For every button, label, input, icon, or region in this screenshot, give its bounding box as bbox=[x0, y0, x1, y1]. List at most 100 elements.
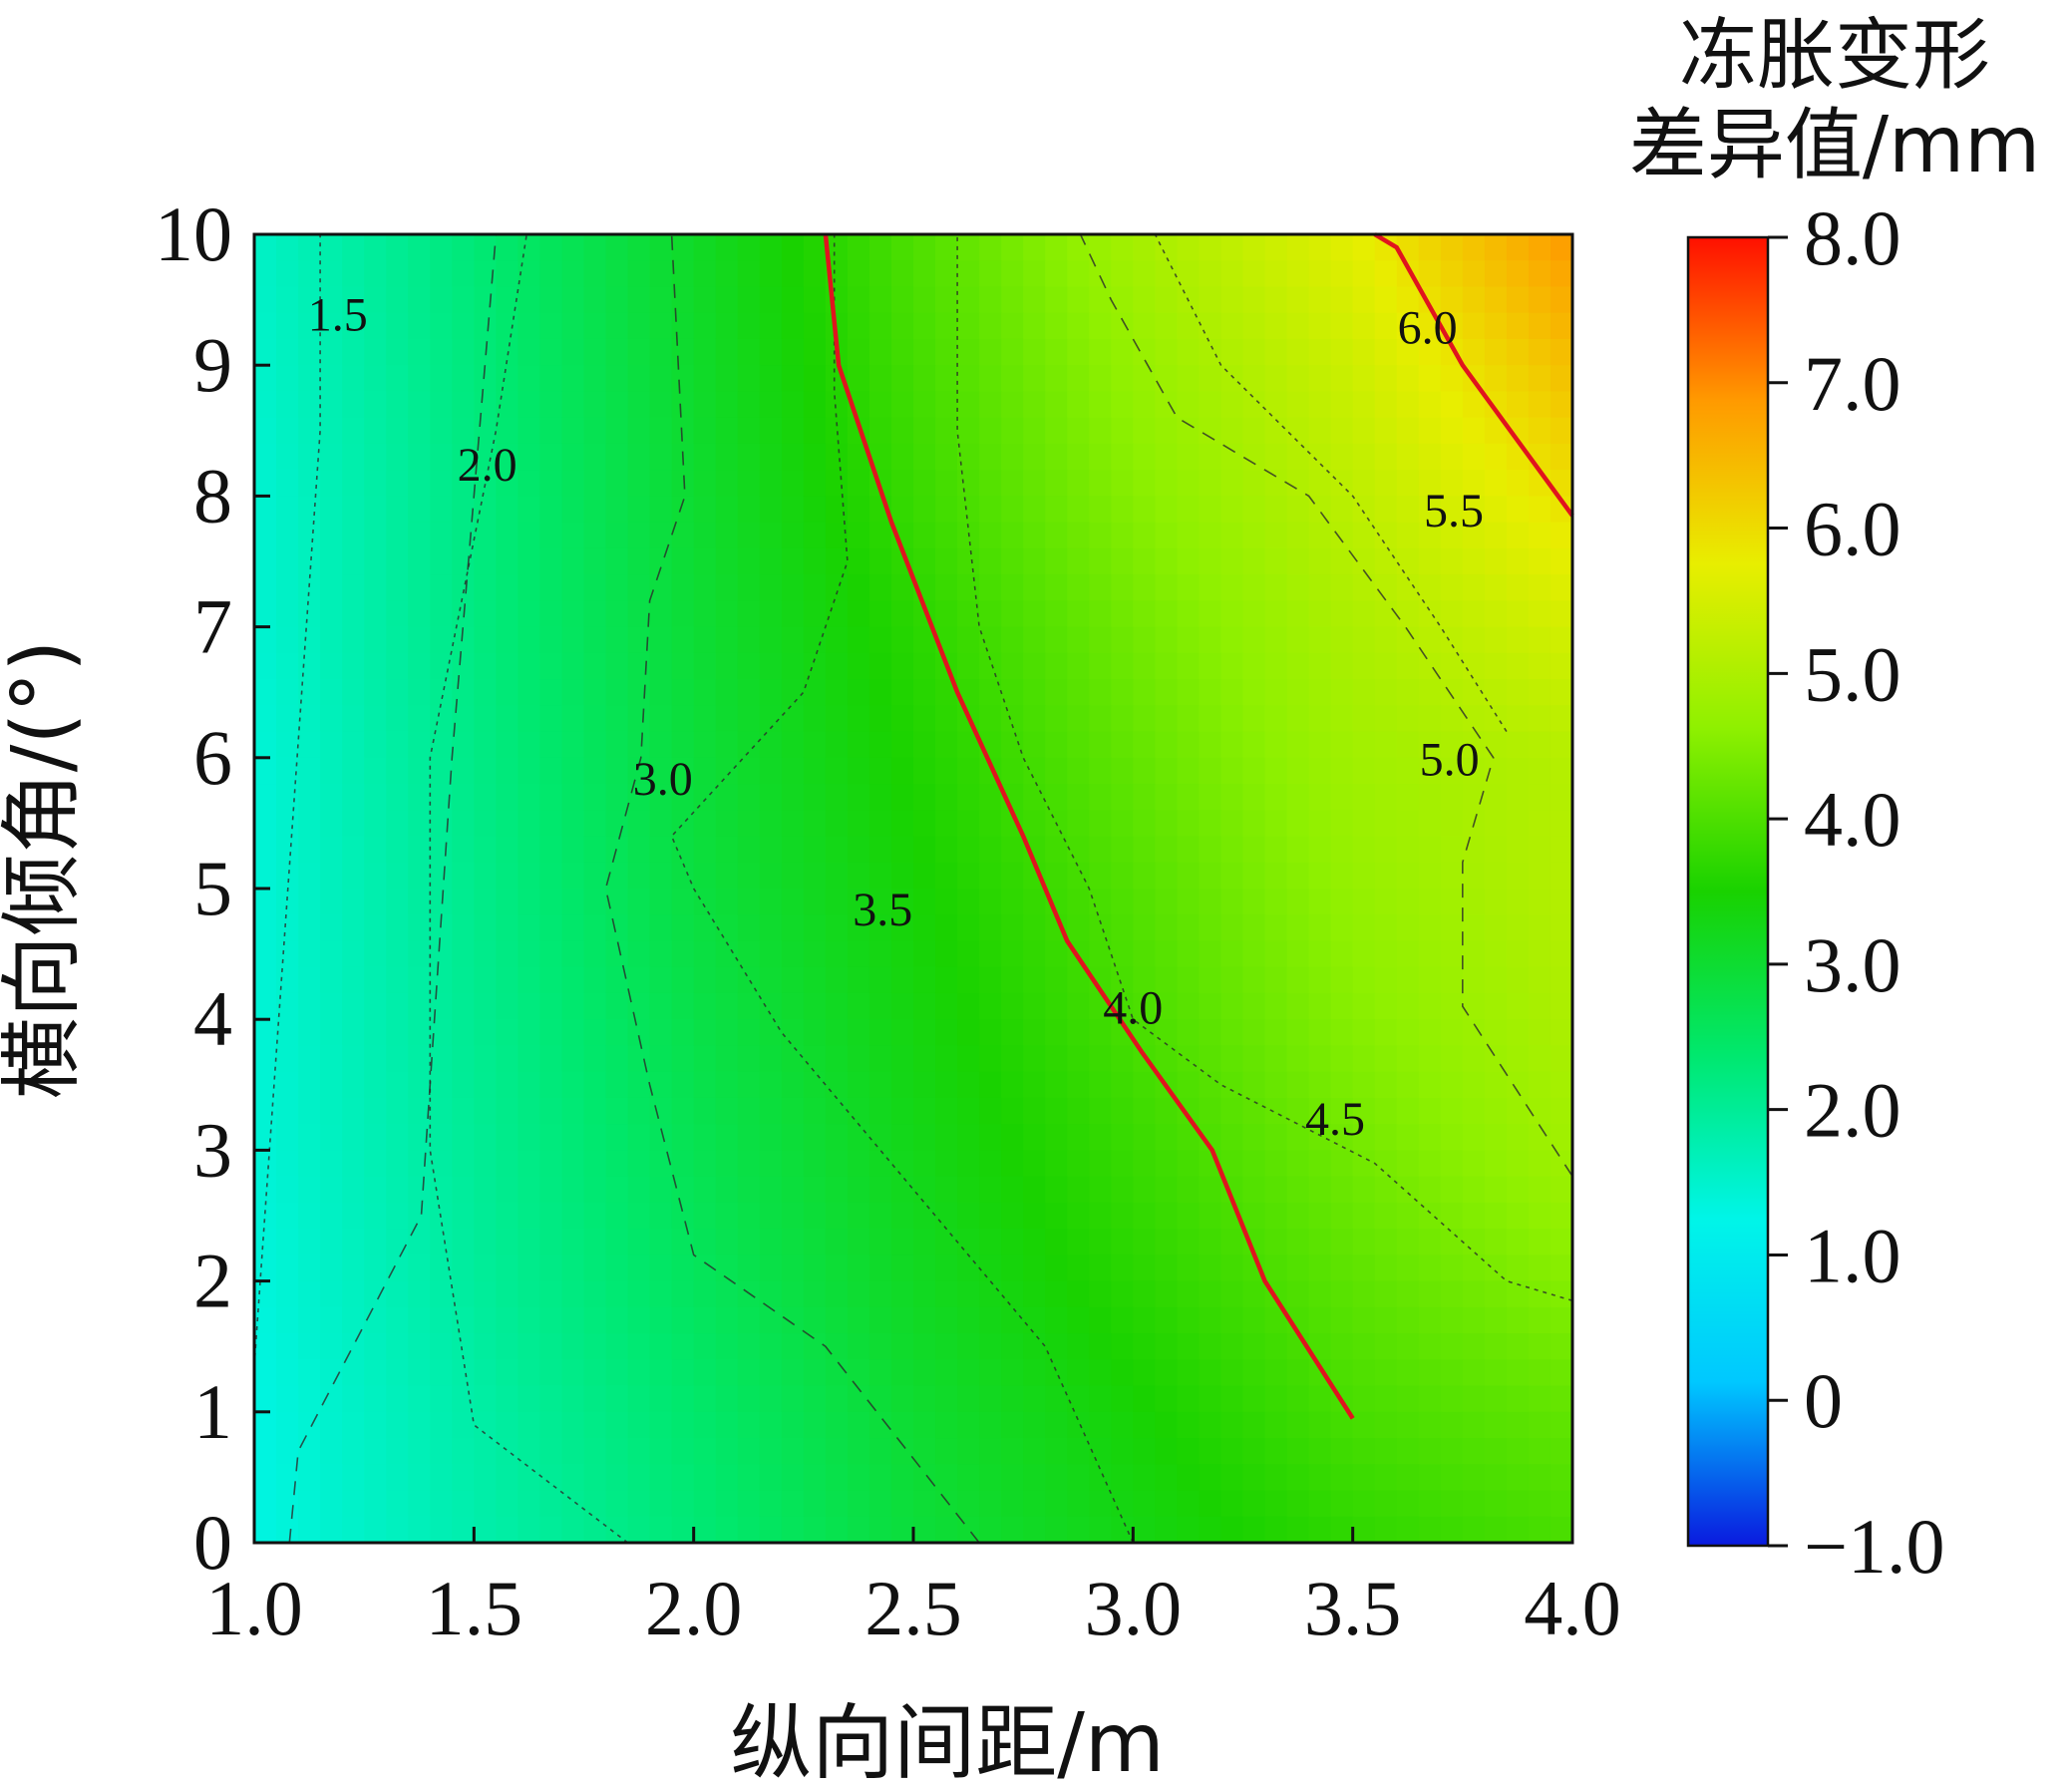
field-cell bbox=[957, 312, 980, 340]
field-cell bbox=[1286, 731, 1310, 759]
field-cell bbox=[825, 234, 849, 262]
field-cell bbox=[1528, 496, 1552, 524]
field-cell bbox=[671, 234, 695, 262]
field-cell bbox=[715, 338, 739, 366]
field-cell bbox=[1352, 679, 1376, 707]
field-cell bbox=[1220, 1045, 1244, 1073]
field-cell bbox=[1286, 889, 1310, 916]
field-cell bbox=[649, 731, 673, 759]
field-cell bbox=[935, 1150, 958, 1178]
field-cell bbox=[1396, 1490, 1420, 1518]
field-cell bbox=[605, 1229, 629, 1256]
field-cell bbox=[1089, 1490, 1113, 1518]
field-cell bbox=[1352, 1516, 1376, 1544]
field-cell bbox=[496, 757, 519, 785]
field-cell bbox=[825, 1438, 849, 1466]
field-cell bbox=[1177, 1097, 1201, 1125]
field-cell bbox=[1418, 1385, 1442, 1413]
field-cell bbox=[979, 1359, 1002, 1387]
field-cell bbox=[254, 312, 277, 340]
field-cell bbox=[1286, 1280, 1310, 1308]
field-cell bbox=[1220, 836, 1244, 864]
field-cell bbox=[276, 1097, 299, 1125]
field-cell bbox=[627, 312, 651, 340]
field-cell bbox=[1286, 417, 1310, 445]
field-cell bbox=[627, 626, 651, 654]
field-cell bbox=[320, 1097, 343, 1125]
field-cell bbox=[518, 810, 541, 838]
field-cell bbox=[825, 889, 849, 916]
field-cell bbox=[1352, 626, 1376, 654]
field-cell bbox=[693, 940, 717, 968]
field-cell bbox=[1418, 1229, 1442, 1256]
field-cell bbox=[1001, 940, 1024, 968]
field-cell bbox=[1330, 810, 1354, 838]
field-cell bbox=[1067, 731, 1091, 759]
field-cell bbox=[342, 1438, 365, 1466]
field-cell bbox=[518, 1229, 541, 1256]
field-cell bbox=[364, 417, 387, 445]
contour-label: 4.5 bbox=[1305, 1093, 1365, 1146]
field-cell bbox=[1199, 574, 1222, 602]
field-cell bbox=[847, 914, 870, 942]
field-cell bbox=[1550, 1464, 1573, 1492]
field-cell bbox=[1528, 1464, 1552, 1492]
field-cell bbox=[781, 470, 805, 498]
field-cell bbox=[452, 679, 476, 707]
field-cell bbox=[957, 1176, 980, 1204]
field-cell bbox=[1374, 391, 1398, 419]
field-cell bbox=[1550, 312, 1573, 340]
field-cell bbox=[561, 260, 585, 288]
field-cell bbox=[583, 652, 607, 680]
field-cell bbox=[1484, 889, 1508, 916]
field-cell bbox=[518, 784, 541, 812]
field-cell bbox=[1462, 443, 1486, 471]
field-cell bbox=[890, 1438, 914, 1466]
field-cell bbox=[298, 1438, 321, 1466]
field-cell bbox=[1242, 1385, 1266, 1413]
field-cell bbox=[1177, 1254, 1201, 1282]
field-cell bbox=[1484, 679, 1508, 707]
field-cell bbox=[1199, 705, 1222, 733]
field-cell bbox=[1001, 443, 1024, 471]
field-cell bbox=[1374, 443, 1398, 471]
field-cell bbox=[1484, 1438, 1508, 1466]
field-cell bbox=[737, 705, 761, 733]
field-cell bbox=[979, 547, 1002, 575]
field-cell bbox=[979, 992, 1002, 1020]
field-cell bbox=[693, 470, 717, 498]
field-cell bbox=[342, 1097, 365, 1125]
field-cell bbox=[474, 522, 498, 549]
field-cell bbox=[737, 731, 761, 759]
field-cell bbox=[474, 1411, 498, 1439]
field-cell bbox=[737, 966, 761, 994]
field-cell bbox=[1550, 522, 1573, 549]
field-cell bbox=[452, 889, 476, 916]
field-cell bbox=[1089, 1411, 1113, 1439]
field-cell bbox=[298, 1464, 321, 1492]
field-cell bbox=[1374, 1124, 1398, 1152]
field-cell bbox=[1089, 862, 1113, 890]
field-cell bbox=[957, 1071, 980, 1099]
field-cell bbox=[1440, 1411, 1464, 1439]
field-cell bbox=[254, 679, 277, 707]
field-cell bbox=[408, 1359, 432, 1387]
field-cell bbox=[1242, 626, 1266, 654]
field-cell bbox=[1155, 522, 1179, 549]
field-cell bbox=[1220, 862, 1244, 890]
field-cell bbox=[408, 1150, 432, 1178]
field-cell bbox=[1045, 784, 1069, 812]
field-cell bbox=[1352, 705, 1376, 733]
field-cell bbox=[803, 992, 827, 1020]
field-cell bbox=[1045, 1464, 1069, 1492]
field-cell bbox=[1155, 234, 1179, 262]
field-cell bbox=[298, 914, 321, 942]
field-cell bbox=[649, 1229, 673, 1256]
field-cell bbox=[1396, 1333, 1420, 1361]
field-cell bbox=[825, 1097, 849, 1125]
field-cell bbox=[1220, 652, 1244, 680]
field-cell bbox=[913, 1176, 936, 1204]
field-cell bbox=[276, 1359, 299, 1387]
field-cell bbox=[935, 312, 958, 340]
